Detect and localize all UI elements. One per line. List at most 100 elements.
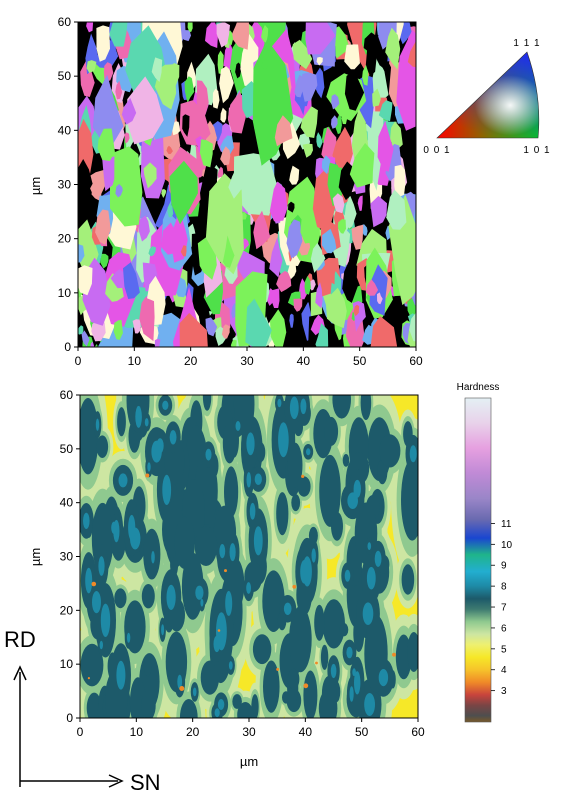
hardness-contour	[162, 474, 172, 505]
grain	[154, 338, 161, 347]
hardness-contour	[401, 459, 418, 541]
hardness-contour	[349, 686, 354, 702]
hardness-contour	[246, 582, 252, 594]
grain	[377, 120, 394, 172]
bottom-x-tick-label: 50	[355, 725, 369, 739]
grain	[102, 156, 115, 192]
hardness-contour	[222, 422, 237, 464]
grain	[293, 298, 303, 312]
top-y-tick-label: 20	[58, 232, 72, 246]
colorbar-gradient	[464, 397, 492, 723]
hardness-contour	[217, 699, 225, 710]
grain	[409, 312, 416, 342]
hardness-contour	[100, 603, 111, 637]
grain	[161, 222, 181, 255]
grain	[115, 184, 123, 198]
grain	[166, 145, 173, 155]
hardness-contour	[169, 430, 177, 445]
hardness-contour	[162, 400, 169, 410]
grain	[91, 177, 102, 202]
grain	[353, 304, 360, 317]
top-x-tick-label: 10	[128, 354, 142, 368]
hardness-contour	[179, 699, 198, 718]
grain	[327, 261, 335, 285]
grain	[179, 313, 208, 347]
bottom-x-tick-label: 40	[299, 725, 313, 739]
grain	[394, 164, 406, 199]
grain	[331, 115, 338, 129]
hardness-contour	[354, 671, 361, 695]
bottom-y-axis: 0 10 20 30 40 50 60	[60, 388, 80, 725]
grain	[220, 107, 227, 123]
grain	[370, 195, 387, 228]
hardness-contour	[320, 644, 329, 670]
hardness-contour	[96, 435, 109, 459]
bottom-y-tick-label: 50	[60, 442, 74, 456]
bottom-x-tick-label: 20	[186, 725, 200, 739]
grain	[321, 155, 331, 175]
hardness-contour	[179, 686, 185, 691]
hardness-contour	[379, 434, 401, 468]
grain	[298, 278, 308, 300]
hardness-contour	[99, 640, 104, 650]
hardness-contour	[303, 683, 309, 689]
hardness-contour	[195, 585, 204, 600]
hardness-contour	[87, 677, 90, 680]
hardness-contour	[346, 646, 353, 659]
hardness-contour	[214, 708, 220, 718]
hardness-contour	[315, 661, 318, 665]
grain	[123, 262, 140, 299]
bottom-x-tick-label: 30	[242, 725, 256, 739]
top-x-axis: 0 10 20 30 40 50 60	[75, 347, 423, 368]
rd-label: RD	[4, 627, 36, 652]
hardness-contour	[144, 418, 149, 427]
grain	[370, 316, 398, 347]
ipf-triangle-white-center	[437, 52, 539, 138]
grain	[184, 76, 195, 104]
grain	[172, 121, 181, 136]
bottom-x-axis: 0 10 20 30 40 50 60	[77, 718, 425, 739]
hardness-contour	[409, 445, 417, 463]
grain	[289, 313, 294, 328]
hardness-contour	[202, 395, 212, 411]
hardness-contour	[147, 462, 151, 472]
hardness-contour	[246, 432, 255, 456]
hardness-contour	[324, 416, 339, 446]
top-y-tick-label: 30	[58, 178, 72, 192]
top-y-axis: 0 10 20 30 40 50 60	[58, 15, 78, 354]
grain	[321, 228, 337, 254]
grain	[219, 66, 234, 104]
grain	[302, 143, 313, 158]
grain	[315, 282, 323, 309]
hardness-contour	[200, 660, 220, 695]
grain	[124, 132, 130, 144]
grain	[363, 32, 379, 56]
grain	[372, 88, 381, 107]
grain	[81, 330, 90, 347]
grain	[335, 114, 342, 135]
hardness-contour	[80, 398, 99, 475]
grain	[270, 309, 287, 347]
grain	[232, 104, 242, 121]
grain	[228, 165, 247, 199]
grain	[253, 210, 271, 250]
grain	[180, 245, 187, 257]
hardness-contour	[83, 512, 90, 530]
hardness-contour	[289, 396, 299, 420]
bottom-x-tick-label: 0	[77, 725, 84, 739]
hardness-contour	[360, 395, 372, 421]
grain	[301, 72, 318, 102]
hardness-contour	[166, 584, 176, 611]
hardness-contour	[151, 440, 162, 463]
bottom-x-axis-label: µm	[240, 754, 258, 769]
grain	[292, 39, 313, 70]
grain	[139, 297, 155, 342]
hardness-contour	[311, 548, 316, 563]
grain	[351, 224, 364, 250]
grain	[325, 287, 347, 329]
grain	[289, 165, 300, 185]
grain	[199, 139, 213, 168]
hardness-contour	[118, 473, 128, 488]
grain	[348, 325, 354, 335]
grain	[274, 115, 293, 147]
